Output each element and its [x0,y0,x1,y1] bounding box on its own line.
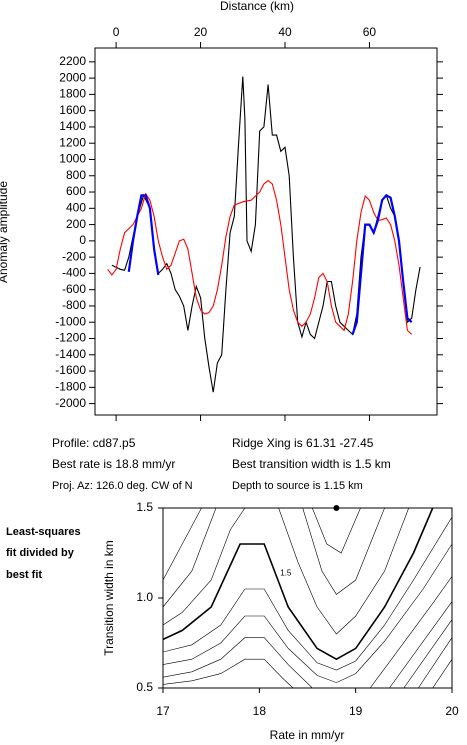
y-tick-label: 800 [66,168,86,182]
note: Best rate is 18.8 mm/yr [52,457,175,471]
contour-area [163,508,452,688]
y-tick-label: 2000 [59,70,86,84]
contour-line [163,508,202,581]
y-tick-label: 600 [66,184,86,198]
y-tick-label: -1400 [55,347,86,361]
y-tick-label: 1.0 [136,590,153,604]
x-axis-title: Distance (km) [220,0,294,13]
contour-line [432,659,452,688]
contour-line [302,508,385,595]
y-tick-label: -200 [62,249,86,263]
y-axis-title: Anomaly amplitude [0,181,10,283]
y-tick-label: -400 [62,266,86,280]
y-tick-label: -800 [62,298,86,312]
note: Depth to source is 1.15 km [232,480,363,492]
contour-line [312,508,361,554]
best-fit-point [333,505,340,511]
x-tick-label: 20 [194,25,208,39]
contour-line [418,637,452,688]
data-line [127,193,413,335]
contour-line [369,576,452,688]
plot-frame [94,47,438,416]
y-tick-label: 400 [66,200,86,214]
contour-line [163,543,452,683]
x-axis-title: Rate in mm/yr [270,728,345,742]
note: Profile: cd87.p5 [52,436,136,450]
x-tick-label: 40 [278,25,292,39]
contour-line [163,658,294,688]
y-tick-label: 200 [66,217,86,231]
y-tick-label: 1600 [59,103,86,117]
contour-label: 1.5 [280,569,292,578]
contour-line [163,508,246,626]
note: Proj. Az: 126.0 deg. CW of N [52,480,193,492]
y-tick-label: -1000 [55,314,86,328]
contour-line [389,601,452,688]
y-tick-label: -1200 [55,331,86,345]
x-tick-label: 0 [113,25,120,39]
y-tick-label: 2200 [59,54,86,68]
y-tick-label: 0.5 [136,680,153,694]
contour-line [278,508,409,635]
y-tick-label: -1800 [55,380,86,394]
y-tick-label: -600 [62,282,86,296]
y-tick-label: 1.5 [136,500,153,514]
contour-line [163,508,217,608]
contour-line [163,637,313,688]
y-tick-label: 1000 [59,152,86,166]
note: Ridge Xing is 61.31 -27.45 [232,436,374,450]
x-tick-label: 19 [349,704,363,718]
y-tick-label: 0 [79,233,86,247]
note: Best transition width is 1.5 km [232,457,391,471]
data-line [107,179,413,335]
x-tick-label: 18 [253,704,267,718]
side-label: fit divided by [6,547,75,559]
y-axis-title: Transition width in km [102,540,116,656]
x-tick-label: 20 [445,704,459,718]
y-tick-label: -1600 [55,363,86,377]
contour-line [163,516,452,671]
y-tick-label: 1800 [59,87,86,101]
side-label: best fit [6,569,42,581]
contour-line [403,619,452,688]
side-label: Least-squares [6,526,81,538]
contour-line [163,508,434,661]
x-tick-label: 17 [156,704,170,718]
y-tick-label: -2000 [55,396,86,410]
y-tick-label: 1400 [59,119,86,133]
y-tick-label: 1200 [59,135,86,149]
x-tick-label: 60 [363,25,377,39]
